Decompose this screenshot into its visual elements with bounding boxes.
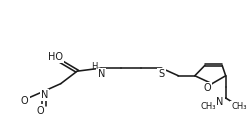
Text: H: H — [90, 62, 97, 71]
Text: HO: HO — [47, 52, 62, 62]
Text: O: O — [37, 106, 44, 116]
Text: S: S — [158, 69, 164, 79]
Text: N: N — [40, 90, 48, 100]
Text: N: N — [215, 97, 223, 107]
Text: O: O — [21, 96, 28, 106]
Text: N: N — [97, 69, 105, 79]
Text: O: O — [203, 83, 210, 93]
Text: CH₃: CH₃ — [199, 102, 215, 111]
Text: CH₃: CH₃ — [230, 102, 246, 111]
